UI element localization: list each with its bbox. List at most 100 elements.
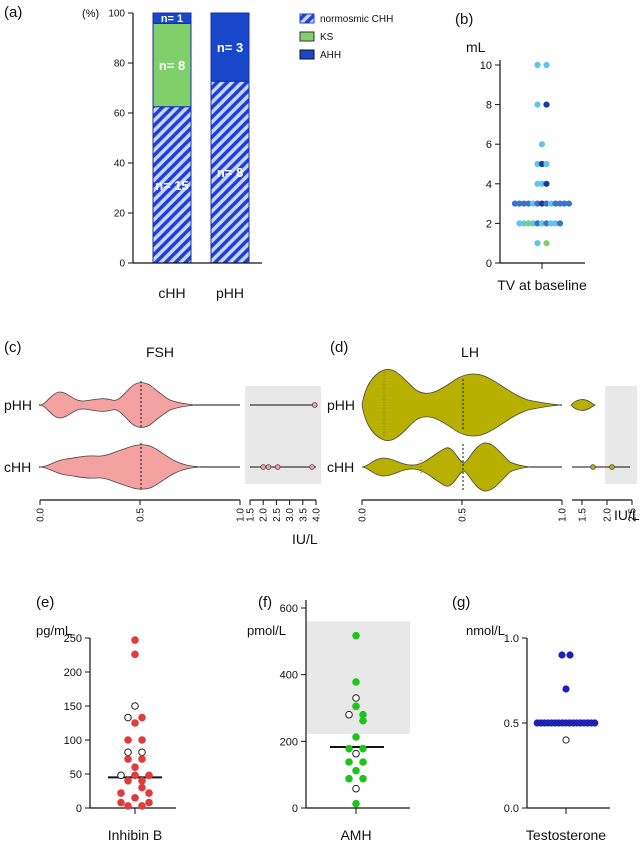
panel-c-shaded-region xyxy=(245,386,321,484)
panel-e-data-point xyxy=(117,798,125,807)
panel-c-outlier-point xyxy=(260,464,267,470)
panel-a-count-label: n= 15 xyxy=(155,178,189,193)
panel-e-data-point xyxy=(124,713,132,722)
panel-a-bar-segment xyxy=(210,12,250,82)
panel-f-y-tick-label: 400 xyxy=(280,670,298,682)
panel-b-data-point xyxy=(565,200,573,207)
panel-e-data-point xyxy=(124,755,132,763)
panel-d-shaded-region xyxy=(605,386,637,484)
panel-e-y-unit: pg/mL xyxy=(36,623,72,638)
panel-a-category-label: pHH xyxy=(216,285,244,301)
panel-g-x-label: Testosterone xyxy=(526,827,606,843)
panel-c-x-tick-label: 0.5 xyxy=(136,508,147,522)
panel-f-data-point xyxy=(359,716,367,725)
panel-b-data-point xyxy=(538,141,546,148)
panel-c-outlier-point xyxy=(274,464,281,470)
panel-a-bar-segment xyxy=(152,12,192,24)
panel-label-f: (f) xyxy=(258,594,272,611)
legend-label-normosmic: normosmic CHH xyxy=(320,14,393,25)
panel-f-reference-range xyxy=(307,621,410,734)
panel-d-x-unit: IU/L xyxy=(614,507,640,523)
panel-e-data-point xyxy=(124,736,132,744)
panel-d-violin-phh xyxy=(361,368,561,442)
panel-e-data-point xyxy=(145,771,153,780)
panel-e-y-tick-label: 250 xyxy=(64,633,82,645)
panel-c-cat-phh: pHH xyxy=(4,397,32,413)
panel-f-y-tick-label: 200 xyxy=(280,736,298,748)
panel-g-y-tick-label: 1.0 xyxy=(504,633,519,645)
panel-label-e: (e) xyxy=(36,594,54,611)
panel-a-y-tick-label: 100 xyxy=(108,9,125,20)
panel-a-category-label: cHH xyxy=(158,285,185,301)
panel-d-x-tick-label: 0.0 xyxy=(358,508,369,522)
panel-f-data-point xyxy=(345,774,353,783)
panel-e-data-point xyxy=(138,755,146,763)
panel-label-a: (a) xyxy=(4,4,22,21)
panel-f-amh: pmol/L AMH 0 200 400 600 xyxy=(247,600,410,843)
panel-d-cat-chh: cHH xyxy=(327,459,354,475)
panel-b-y-tick-label: 8 xyxy=(486,100,492,112)
panel-b-data-point xyxy=(543,61,550,69)
panel-b-y-tick-label: 2 xyxy=(486,218,492,230)
legend-swatch-ahh xyxy=(299,49,315,60)
panel-g-data-point xyxy=(591,719,599,727)
panel-e-inhibin-b: pg/mL Inhibin B 0 50 100 150 200 250 xyxy=(36,623,176,843)
panel-c-x-tick-label: 2.0 xyxy=(259,508,270,522)
panel-e-data-point xyxy=(138,713,146,722)
panel-c-outlier-point xyxy=(265,464,272,470)
panel-f-data-point xyxy=(359,758,367,766)
panel-d-outlier-point xyxy=(590,464,596,470)
panel-c-violin-phh xyxy=(39,382,196,428)
panel-c-x-tick-label: 3.0 xyxy=(285,508,296,522)
panel-b-data-point xyxy=(543,240,550,247)
panel-a-bar-segment xyxy=(152,23,192,108)
panel-b-y-unit: mL xyxy=(466,39,486,55)
panel-c-x-tick-label: 3.5 xyxy=(298,508,309,522)
panel-e-data-point xyxy=(131,650,139,659)
panel-c-x-tick-label: 4.0 xyxy=(312,508,323,522)
panel-e-data-point xyxy=(138,736,146,744)
panel-a-y-tick-label: 60 xyxy=(114,109,126,120)
panel-f-x-label: AMH xyxy=(340,827,371,843)
panel-g-y-tick-label: 0.5 xyxy=(504,718,519,730)
panel-label-d: (d) xyxy=(330,339,348,356)
panel-f-data-point xyxy=(359,774,367,783)
panel-e-data-point xyxy=(117,789,125,797)
panel-f-data-point xyxy=(352,678,360,686)
panel-f-y-unit: pmol/L xyxy=(247,623,286,638)
panel-f-data-point xyxy=(352,749,360,758)
panel-f-y-tick-label: 0 xyxy=(292,803,298,815)
panel-f-data-point xyxy=(345,744,353,753)
panel-f-data-point xyxy=(352,694,360,702)
panel-a-y-tick-label: 80 xyxy=(114,59,126,70)
panel-b-y-tick-label: 4 xyxy=(486,179,492,191)
panel-g-data-point xyxy=(558,651,566,659)
panel-d-x-tick-label: 1.5 xyxy=(578,508,589,522)
panel-e-data-point xyxy=(131,794,139,802)
panel-b-data-point xyxy=(543,160,550,168)
panel-b-data-point xyxy=(543,180,550,187)
panel-d-x-tick-label: 2.5 xyxy=(628,508,639,522)
panel-f-data-point xyxy=(359,744,367,753)
panel-b-y-tick-label: 6 xyxy=(486,139,492,151)
panel-b-data-point xyxy=(534,240,541,247)
panel-e-data-point xyxy=(145,789,153,797)
panel-a-count-label: n= 8 xyxy=(159,58,185,73)
legend-label-ahh: AHH xyxy=(320,50,341,61)
panel-e-data-point xyxy=(131,636,139,644)
panel-e-data-point xyxy=(138,777,146,785)
legend-swatch-normosmic xyxy=(299,13,315,24)
panel-f-data-point xyxy=(352,631,360,640)
panel-e-data-point xyxy=(138,783,146,792)
panel-f-data-point xyxy=(352,733,360,741)
panel-g-testosterone: nmol/L Testosterone 0.0 0.5 1.0 xyxy=(466,623,610,843)
legend-swatch-ks xyxy=(299,31,315,42)
panel-e-data-point xyxy=(131,771,139,780)
panel-b-y-tick-label: 10 xyxy=(480,60,492,72)
panel-a-legend: normosmic CHH KS AHH xyxy=(299,13,393,61)
legend-label-ks: KS xyxy=(320,32,334,43)
panel-d-violin-lh: LH pHH cHH 0.0 0.5 1.0 1.5 2.0 2.5 IU/L xyxy=(327,344,640,523)
panel-d-x-tick-label: 2.0 xyxy=(603,508,614,522)
panel-e-y-tick-label: 150 xyxy=(64,701,82,713)
